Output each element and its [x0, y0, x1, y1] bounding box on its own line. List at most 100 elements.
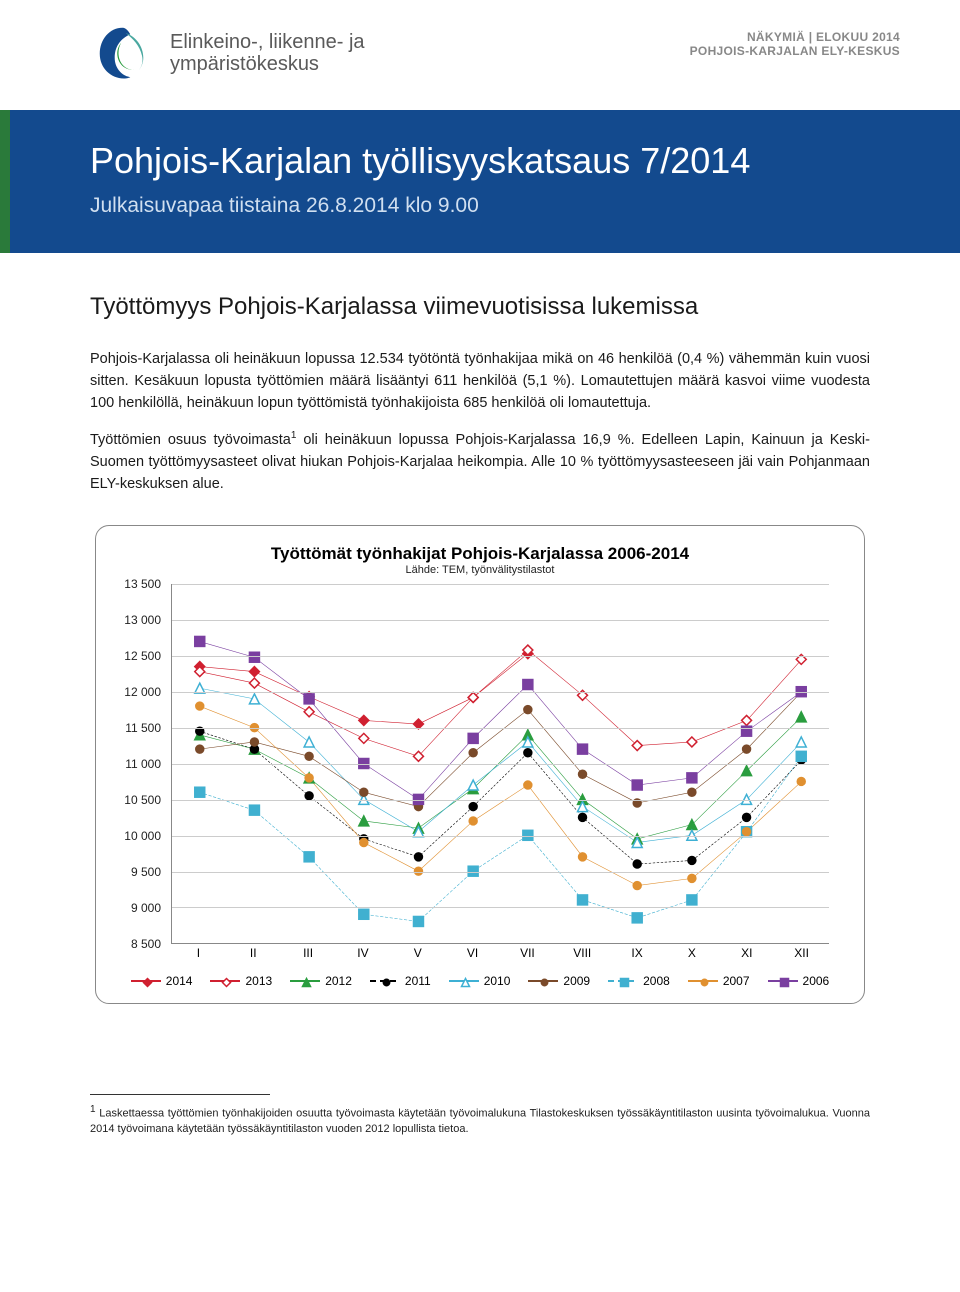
legend-label: 2008 — [643, 974, 670, 988]
series-marker — [797, 778, 805, 786]
meta-line2: POHJOIS-KARJALAN ELY-KESKUS — [690, 44, 900, 58]
grid-line — [172, 836, 829, 837]
series-marker — [359, 910, 369, 920]
x-tick: III — [303, 946, 313, 960]
series-marker — [249, 806, 259, 816]
chart-container: Työttömät työnhakijat Pohjois-Karjalassa… — [95, 525, 865, 1004]
series-marker — [743, 814, 751, 822]
series-marker — [632, 741, 642, 751]
series-marker — [360, 839, 368, 847]
logo-text: Elinkeino-, liikenne- ja ympäristökeskus — [170, 31, 365, 75]
series-marker — [743, 745, 751, 753]
series-marker — [414, 853, 422, 861]
header-meta: NÄKYMIÄ | ELOKUU 2014 POHJOIS-KARJALAN E… — [690, 30, 900, 58]
grid-line — [172, 584, 829, 585]
series-marker — [523, 680, 533, 690]
y-tick: 9 000 — [131, 901, 161, 915]
x-tick: VII — [520, 946, 535, 960]
series-marker — [360, 789, 368, 797]
paragraph-2: Työttömien osuus työvoimasta1 oli heinäk… — [90, 428, 870, 495]
chart-legend: 2014 2013 2012 2011 2010 2009 2008 2007 2006 — [116, 974, 844, 988]
y-tick: 11 500 — [125, 721, 161, 735]
legend-item: 2012 — [290, 974, 352, 988]
y-tick: 10 500 — [124, 793, 161, 807]
series-marker — [359, 816, 369, 826]
logo-text-line1: Elinkeino-, liikenne- ja — [170, 31, 365, 53]
series-marker — [304, 737, 314, 747]
legend-label: 2014 — [166, 974, 193, 988]
series-marker — [195, 637, 205, 647]
series-marker — [633, 882, 641, 890]
series-marker — [304, 852, 314, 862]
chart-subtitle: Lähde: TEM, työnvälitystilastot — [116, 564, 844, 576]
series-marker — [687, 895, 697, 905]
series-marker — [796, 737, 806, 747]
grid-line — [172, 692, 829, 693]
legend-label: 2010 — [484, 974, 511, 988]
legend-label: 2007 — [723, 974, 750, 988]
series-marker — [250, 738, 258, 746]
grid-line — [172, 728, 829, 729]
y-tick: 12 500 — [124, 649, 161, 663]
grid-line — [172, 764, 829, 765]
y-tick: 9 500 — [131, 865, 161, 879]
y-tick: 11 000 — [125, 757, 161, 771]
y-tick: 8 500 — [131, 937, 161, 951]
grid-line — [172, 656, 829, 657]
series-marker — [359, 734, 369, 744]
y-tick: 13 000 — [124, 613, 161, 627]
ely-logo-icon — [90, 20, 155, 85]
x-tick: XII — [794, 946, 809, 960]
series-marker — [413, 752, 423, 762]
legend-label: 2011 — [405, 974, 431, 988]
legend-item: 2011 — [370, 974, 431, 988]
logo-text-line2: ympäristökeskus — [170, 53, 365, 75]
series-marker — [469, 749, 477, 757]
y-tick: 12 000 — [124, 685, 161, 699]
legend-item: 2014 — [131, 974, 193, 988]
x-tick: IX — [631, 946, 642, 960]
series-marker — [249, 653, 259, 663]
grid-line — [172, 907, 829, 908]
legend-label: 2009 — [563, 974, 590, 988]
page: Elinkeino-, liikenne- ja ympäristökeskus… — [0, 0, 960, 1168]
x-tick: I — [197, 946, 200, 960]
series-marker — [796, 712, 806, 722]
series-marker — [249, 667, 259, 677]
series-marker — [579, 853, 587, 861]
x-axis: IIIIIIIVVVIVIIVIIIIXXXIXII — [171, 946, 829, 964]
series-marker — [742, 716, 752, 726]
series-marker — [468, 693, 478, 703]
legend-item: 2009 — [528, 974, 590, 988]
series-marker — [687, 820, 697, 830]
series-marker — [688, 789, 696, 797]
grid-line — [172, 800, 829, 801]
x-tick: VI — [467, 946, 478, 960]
series-marker — [359, 716, 369, 726]
series-marker — [688, 857, 696, 865]
legend-label: 2013 — [245, 974, 272, 988]
series-marker — [579, 814, 587, 822]
footnote-divider — [90, 1094, 270, 1095]
x-tick: V — [414, 946, 422, 960]
x-tick: IV — [357, 946, 368, 960]
page-subtitle: Julkaisuvapaa tiistaina 26.8.2014 klo 9.… — [90, 194, 900, 218]
y-axis: 8 5009 0009 50010 00010 50011 00011 5001… — [116, 584, 166, 944]
series-marker — [632, 913, 642, 923]
legend-item: 2006 — [768, 974, 830, 988]
series-marker — [468, 734, 478, 744]
legend-item: 2007 — [688, 974, 750, 988]
series-marker — [578, 744, 588, 754]
paragraph-1: Pohjois-Karjalassa oli heinäkuun lopussa… — [90, 349, 870, 414]
chart-area: 8 5009 0009 50010 00010 50011 00011 5001… — [171, 584, 829, 964]
series-marker — [195, 788, 205, 798]
series-marker — [196, 702, 204, 710]
series-marker — [469, 817, 477, 825]
title-banner: Pohjois-Karjalan työllisyyskatsaus 7/201… — [0, 110, 960, 253]
content: Työttömyys Pohjois-Karjalassa viimevuoti… — [0, 253, 960, 1024]
plot-area — [171, 584, 829, 944]
grid-line — [172, 620, 829, 621]
x-tick: VIII — [573, 946, 591, 960]
series-marker — [579, 771, 587, 779]
series-marker — [796, 752, 806, 762]
